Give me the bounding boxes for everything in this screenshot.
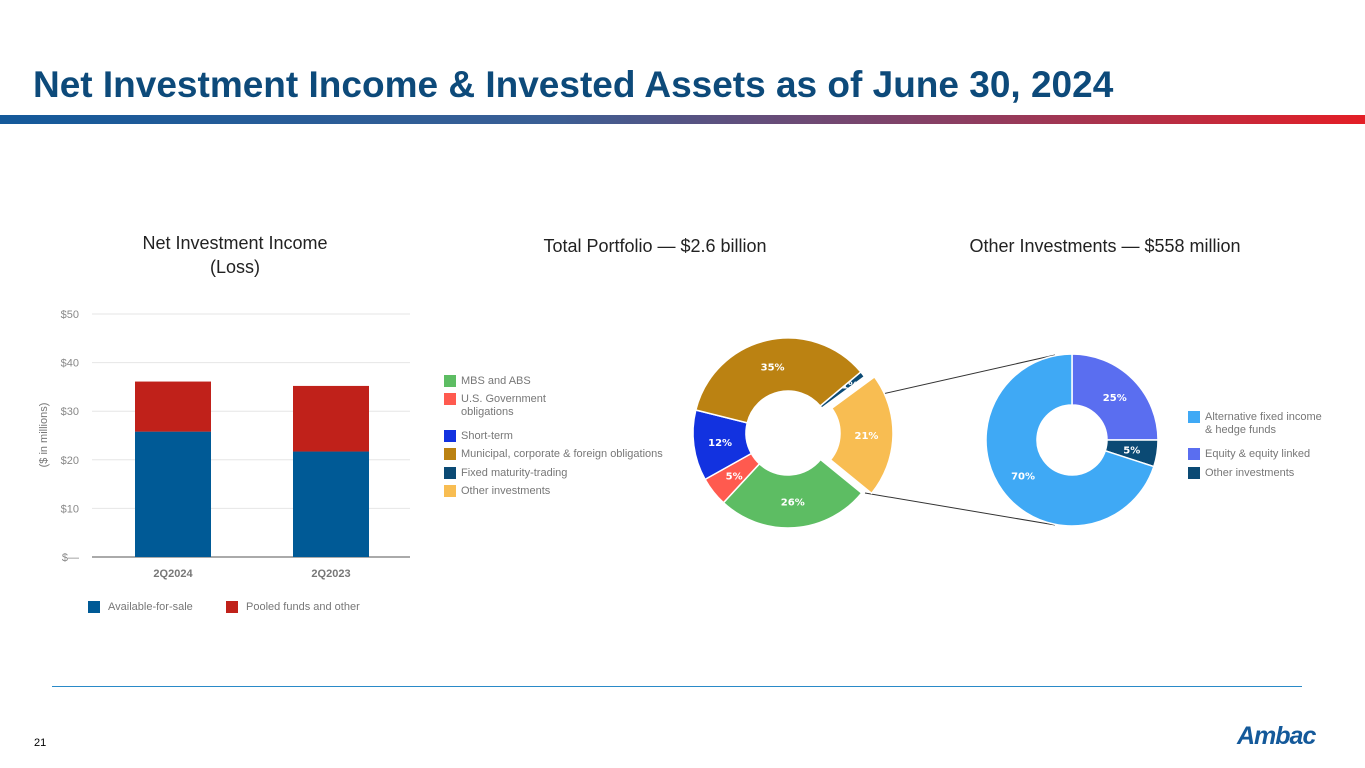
connector-line-bottom: [864, 492, 1056, 526]
legend-label: Pooled funds and other: [246, 601, 360, 613]
slice-label: 70%: [1011, 472, 1035, 483]
slice-equity-equity-linked: [1071, 353, 1159, 441]
slice-label: 5%: [1123, 445, 1140, 456]
legend-text: Alternative fixed income: [1205, 411, 1322, 423]
bar-available-for-sale-2Q2024: [135, 431, 211, 557]
y-tick-label: $50: [61, 309, 79, 321]
bar-available-for-sale-2Q2023: [293, 451, 369, 557]
legend-text: Equity & equity linked: [1205, 448, 1311, 460]
legend-swatch: [444, 429, 456, 442]
y-tick-label: $—: [62, 552, 79, 564]
bar-chart-title: Net Investment Income (Loss): [100, 231, 370, 279]
legend-text: Short-term: [461, 429, 513, 442]
ambac-logo: Ambac: [1237, 722, 1316, 750]
x-tick-label: 2Q2023: [311, 568, 350, 580]
slice-label: 1%: [841, 380, 858, 391]
legend-swatch: [88, 601, 100, 613]
slice-label: 21%: [855, 431, 879, 442]
legend-label: MBS and ABS: [461, 375, 531, 388]
legend-swatch: [1188, 411, 1200, 423]
legend-text: U.S. Government: [461, 393, 546, 406]
slice-municipal-corporate-foreign-obligations: [694, 337, 862, 424]
legend-text: obligations: [461, 406, 514, 419]
bar-pooled-funds-and-other-2Q2023: [293, 385, 369, 452]
bar-title-line2: (Loss): [209, 257, 260, 277]
legend-label: U.S. Government obligations: [461, 393, 546, 419]
legend-swatch: [444, 393, 456, 406]
slice-label: 35%: [761, 362, 785, 373]
slice-label: 26%: [781, 497, 805, 508]
slice-label: 12%: [708, 438, 732, 449]
legend-swatch: [444, 466, 456, 479]
connector-line-top: [877, 354, 1056, 396]
legend-text: Municipal, corporate & foreign obligatio…: [461, 448, 663, 461]
slice-other-investments: [829, 375, 894, 495]
y-tick-label: $10: [61, 503, 79, 515]
bar-title-line1: Net Investment Income: [142, 233, 328, 253]
legend-label: Fixed maturity-trading: [461, 467, 567, 480]
legend-label: Other investments: [1205, 467, 1294, 480]
legend-text: Fixed maturity-trading: [461, 466, 568, 479]
legend-label: Alternative fixed income & hedge funds: [1205, 411, 1322, 437]
legend-text: Other investments: [461, 484, 551, 497]
y-tick-label: $20: [61, 455, 79, 467]
bar-pooled-funds-and-other-2Q2024: [135, 381, 211, 432]
page-number: 21: [34, 737, 47, 749]
y-tick-label: $30: [61, 406, 79, 418]
legend-swatch: [1188, 466, 1200, 479]
legend-text: & hedge funds: [1205, 424, 1276, 436]
legend-swatch: [226, 601, 238, 613]
legend-label: Short-term: [461, 430, 513, 443]
legend-swatch: [444, 484, 456, 497]
legend-swatch: [1188, 448, 1200, 460]
slice-label: 25%: [1103, 393, 1127, 404]
y-axis-label: ($ in millions): [38, 402, 50, 468]
legend-swatch: [444, 375, 456, 387]
x-tick-label: 2Q2024: [153, 568, 193, 580]
slice-mbs-and-abs: [722, 458, 863, 529]
legend-label: Other investments: [461, 485, 550, 498]
footer-divider: [52, 686, 1302, 687]
y-tick-label: $40: [61, 358, 79, 370]
legend-swatch: [444, 448, 456, 461]
legend-label: Available-for-sale: [108, 601, 193, 613]
page-title: Net Investment Income & Invested Assets …: [33, 64, 1114, 105]
legend-text: Other investments: [1205, 466, 1295, 479]
header-gradient-bar: [0, 115, 1365, 124]
legend-label: Municipal, corporate & foreign obligatio…: [461, 448, 663, 461]
other-investments-chart-title: Other Investments — $558 million: [969, 236, 1241, 256]
legend-text: MBS and ABS: [461, 375, 531, 387]
slice-alternative-fixed-income-hedge-funds: [985, 353, 1155, 527]
portfolio-chart-title: Total Portfolio — $2.6 billion: [543, 236, 767, 256]
legend-label: Equity & equity linked: [1205, 448, 1310, 461]
slice-label: 5%: [726, 471, 743, 482]
